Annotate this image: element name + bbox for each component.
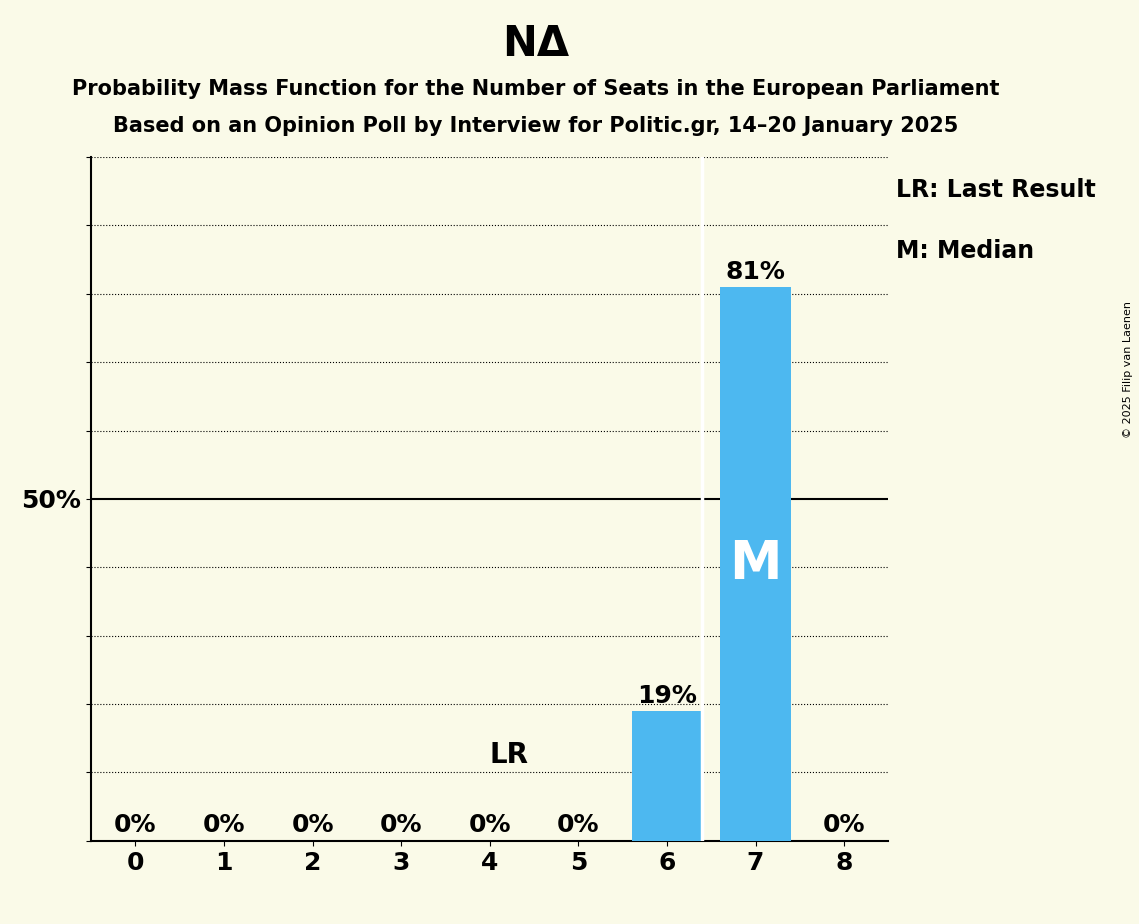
Text: LR: LR xyxy=(490,741,528,769)
Text: 0%: 0% xyxy=(468,813,511,837)
Text: M: M xyxy=(729,538,781,590)
Text: 0%: 0% xyxy=(114,813,157,837)
Text: 0%: 0% xyxy=(203,813,245,837)
Text: Based on an Opinion Poll by Interview for Politic.gr, 14–20 January 2025: Based on an Opinion Poll by Interview fo… xyxy=(113,116,958,136)
Bar xyxy=(720,287,790,841)
Text: NΔ: NΔ xyxy=(502,23,568,65)
Text: 0%: 0% xyxy=(557,813,599,837)
Text: © 2025 Filip van Laenen: © 2025 Filip van Laenen xyxy=(1123,301,1133,438)
Text: 0%: 0% xyxy=(822,813,866,837)
Text: 0%: 0% xyxy=(292,813,334,837)
Text: LR: Last Result: LR: Last Result xyxy=(896,177,1096,201)
Text: 19%: 19% xyxy=(637,684,697,708)
Text: 81%: 81% xyxy=(726,260,786,284)
Text: M: Median: M: Median xyxy=(896,239,1034,263)
Text: 0%: 0% xyxy=(380,813,423,837)
Bar xyxy=(631,711,703,841)
Text: Probability Mass Function for the Number of Seats in the European Parliament: Probability Mass Function for the Number… xyxy=(72,79,999,99)
